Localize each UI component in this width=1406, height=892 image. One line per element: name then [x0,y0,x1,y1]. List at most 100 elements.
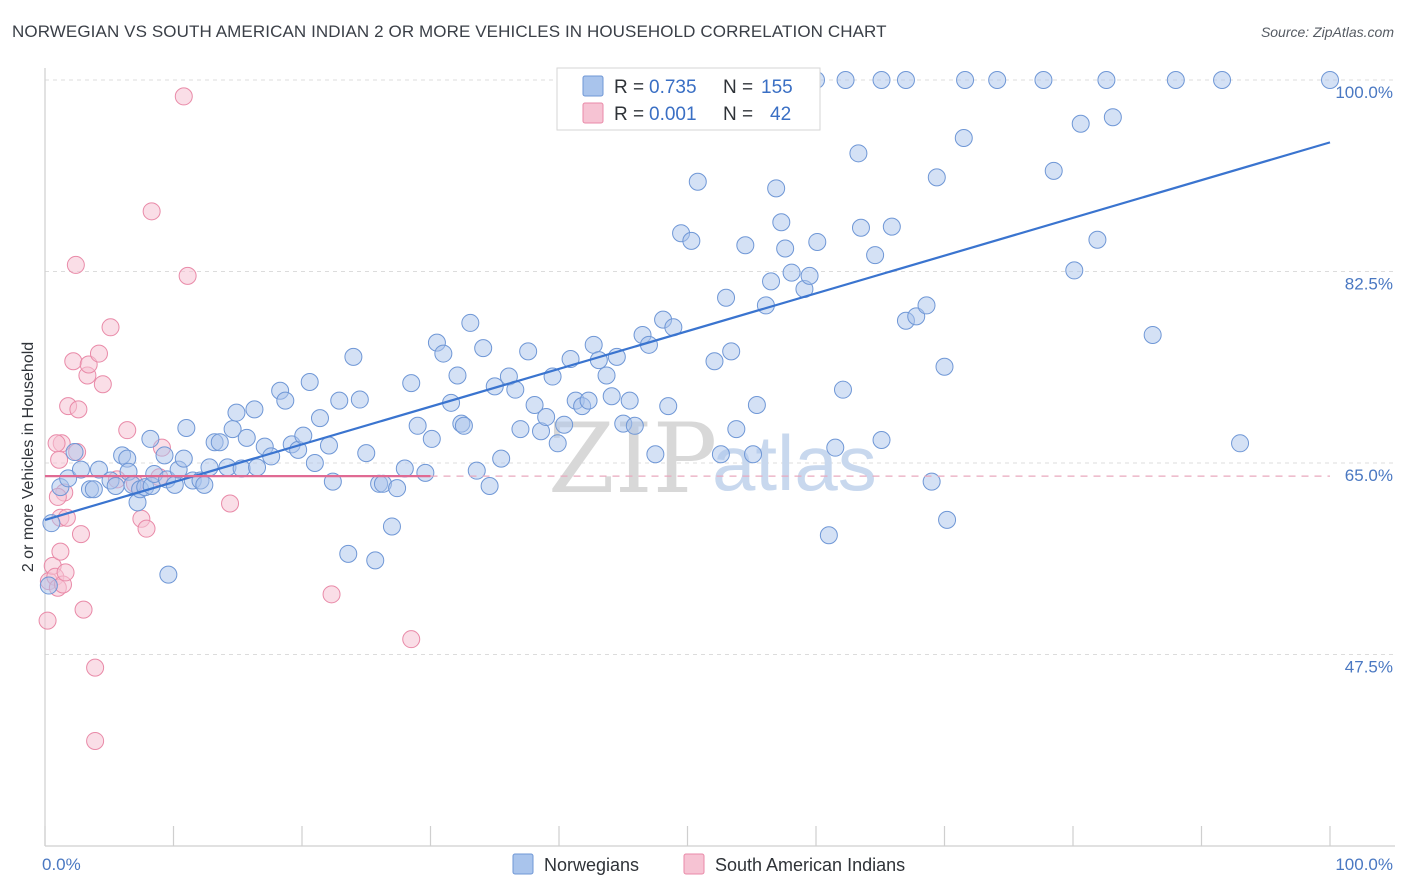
data-point-south-american-indian [50,450,69,469]
legend-r-value-blue: 0.735 [649,77,697,98]
data-point-norwegian [646,445,665,464]
data-point-norwegian [727,420,746,439]
data-point-south-american-indian [71,525,90,544]
data-point-south-american-indian [174,87,193,106]
data-point-norwegian [467,461,486,480]
data-point-south-american-indian [93,375,112,394]
data-point-norwegian [548,434,567,453]
data-point-norwegian [1097,71,1116,89]
data-point-norwegian [84,480,103,499]
data-point-norwegian [1231,434,1250,453]
data-point-south-american-indian [56,563,75,582]
data-point-norwegian [808,232,827,251]
bottom-legend-label-south-american-indians: South American Indians [715,855,905,875]
data-point-norwegian [620,391,639,410]
y-tick-label: 100.0% [1335,83,1393,102]
data-point-south-american-indian [101,318,120,337]
data-point-south-american-indian [66,255,85,274]
data-point-norwegian [954,128,973,147]
data-point-norwegian [1213,71,1232,89]
data-point-norwegian [89,460,108,479]
data-point-norwegian [350,390,369,409]
data-point-norwegian [416,463,435,482]
data-point-norwegian [579,391,598,410]
data-point-norwegian [1088,230,1107,249]
data-point-norwegian [849,144,868,163]
data-point-norwegian [537,408,556,427]
data-point-norwegian [747,396,766,415]
data-point-norwegian [922,472,941,491]
data-point-norwegian [323,472,342,491]
data-point-norwegian [422,429,441,448]
data-point-norwegian [1166,71,1185,89]
data-point-norwegian [782,263,801,282]
data-point-norwegian [237,428,256,447]
data-point-norwegian [851,218,870,237]
data-point-norwegian [1044,161,1063,180]
data-point-south-american-indian [89,344,108,363]
data-point-norwegian [155,446,174,465]
data-point-south-american-indian [51,542,70,561]
data-point-norwegian [177,418,196,437]
data-point-norwegian [826,438,845,457]
data-point-norwegian [210,433,229,452]
data-point-norwegian [395,459,414,478]
data-point-norwegian [461,313,480,332]
data-point-norwegian [310,409,329,428]
data-point-norwegian [705,352,724,371]
x-tick-label-min: 0.0% [42,855,81,874]
legend-swatch-pink [582,102,604,124]
data-point-norwegian [688,172,707,191]
data-point-norwegian [448,366,467,385]
series-legend: Norwegians South American Indians [512,853,905,875]
data-point-norwegian [927,168,946,187]
legend-n-value-pink: 42 [770,104,791,125]
data-point-norwegian [344,347,363,366]
y-tick-label: 47.5% [1345,658,1393,677]
data-point-norwegian [159,565,178,584]
data-point-south-american-indian [142,202,161,221]
data-point-south-american-indian [47,434,66,453]
legend-n-label-blue: N = [723,77,753,98]
data-point-norwegian [474,339,493,358]
data-point-norwegian [882,217,901,236]
data-point-norwegian [59,469,78,488]
data-point-norwegian [935,357,954,376]
data-point-south-american-indian [322,585,341,604]
legend-swatch-blue [582,75,604,97]
data-point-norwegian [1143,325,1162,344]
data-point-norwegian [917,296,936,315]
data-point-norwegian [988,71,1007,89]
data-point-norwegian [762,272,781,291]
data-point-norwegian [1321,71,1339,89]
norwegians-trendline [44,141,1331,521]
x-tick-label-max: 100.0% [1335,855,1393,874]
norwegians-points [39,71,1339,595]
data-point-south-american-indian [402,630,421,649]
data-point-norwegian [776,239,795,258]
data-point-norwegian [174,449,193,468]
data-point-norwegian [819,526,838,545]
data-point-norwegian [195,475,214,494]
data-point-norwegian [956,71,975,89]
data-point-norwegian [836,71,855,89]
legend-n-label-pink: N = [723,104,753,125]
data-point-norwegian [262,447,281,466]
data-point-norwegian [330,391,349,410]
source-label: Source: ZipAtlas.com [1260,24,1394,40]
data-point-norwegian [106,476,125,495]
data-point-norwegian [65,443,84,462]
data-point-norwegian [454,416,473,435]
data-point-norwegian [625,416,644,435]
y-axis-title: 2 or more Vehicles in Household [20,342,37,572]
data-point-norwegian [717,288,736,307]
data-point-norwegian [300,373,319,392]
y-axis-tick-labels: 47.5% 65.0% 82.5% 100.0% [1335,83,1393,677]
data-point-south-american-indian [221,494,240,513]
data-point-south-american-indian [38,611,57,630]
data-point-norwegian [736,236,755,255]
data-point-norwegian [597,366,616,385]
data-point-norwegian [1103,108,1122,127]
data-point-norwegian [408,416,427,435]
data-point-norwegian [872,71,891,89]
